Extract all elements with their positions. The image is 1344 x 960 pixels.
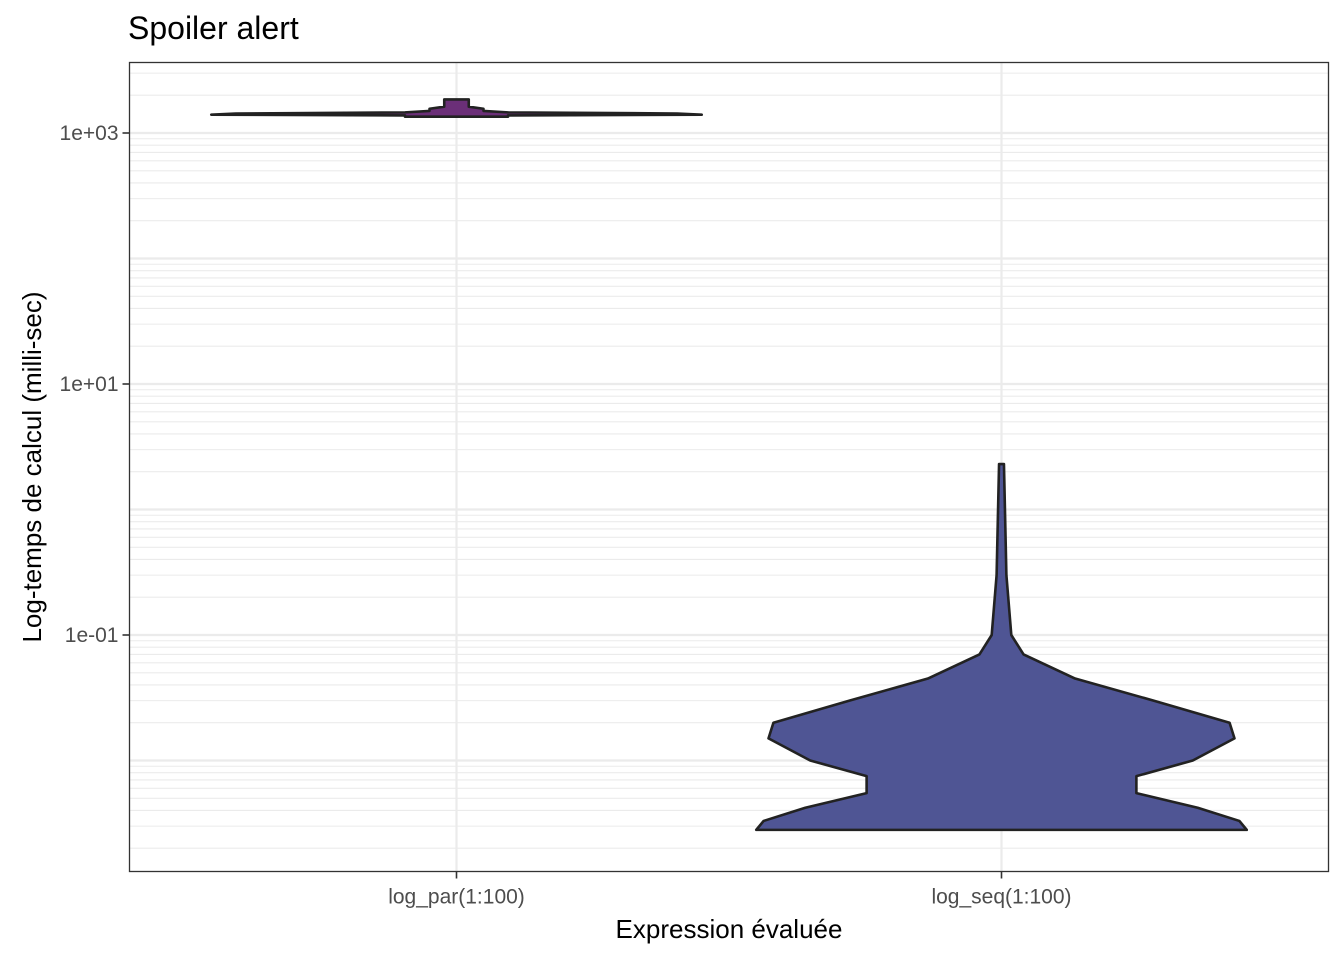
y-tick-label: 1e-01 [65, 624, 119, 647]
panel-border [128, 61, 1330, 873]
violins [209, 98, 1249, 832]
y-tick-label: 1e+03 [60, 122, 119, 145]
violin-2 [754, 462, 1249, 832]
y-axis-title: Log-temps de calcul (milli-sec) [17, 291, 47, 642]
axes: 1e-01 1e+01 1e+03 log_par(1:100) log_seq(1:1… [60, 122, 1072, 909]
x-axis-title: Expression évaluée [616, 914, 843, 944]
chart-title: Spoiler alert [128, 10, 299, 46]
x-tick-label: log_seq(1:100) [931, 886, 1071, 909]
y-tick-label: 1e+01 [60, 373, 119, 396]
violin-1 [209, 98, 704, 118]
x-tick-label: log_par(1:100) [388, 886, 525, 909]
